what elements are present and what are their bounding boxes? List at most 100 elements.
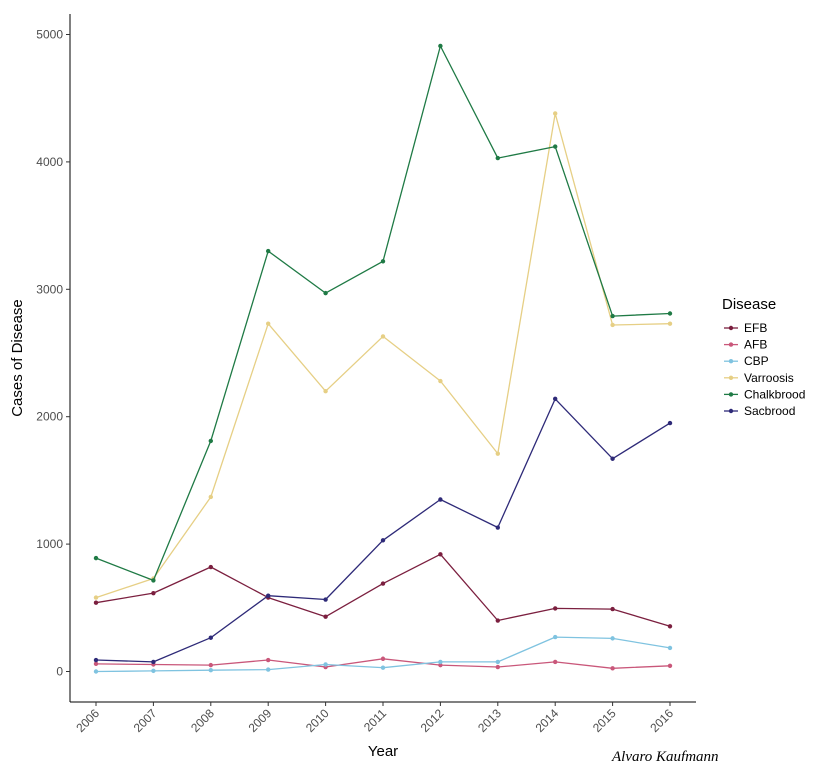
data-point-varroosis: [438, 378, 443, 384]
series-line-efb: [95, 553, 671, 627]
data-point-varroosis: [553, 111, 558, 116]
legend-label-afb: AFB: [744, 338, 767, 352]
data-point-efb: [323, 614, 328, 619]
x-tick-label: 2012: [418, 706, 447, 735]
data-point-varroosis: [323, 389, 328, 394]
data-point-sacbrood: [151, 659, 156, 665]
data-point-afb: [380, 656, 386, 661]
data-point-varroosis: [266, 321, 271, 326]
data-point-chalkbrood: [438, 43, 443, 49]
x-tick-label: 2015: [590, 706, 619, 735]
axes: [69, 14, 696, 703]
data-point-afb: [495, 664, 500, 670]
data-point-chalkbrood: [93, 555, 99, 561]
x-tick-label: 2009: [246, 706, 275, 735]
data-point-varroosis: [93, 595, 99, 600]
data-point-cbp: [667, 645, 673, 651]
x-tick-label: 2006: [73, 706, 102, 735]
data-point-varroosis: [610, 322, 615, 328]
data-point-chalkbrood: [610, 313, 615, 319]
x-tick-label: 2011: [361, 706, 389, 734]
data-point-sacbrood: [495, 525, 500, 530]
x-tick-label: 2016: [647, 706, 676, 735]
data-point-cbp: [323, 662, 328, 667]
legend-label-sacbrood: Sacbrood: [744, 404, 795, 418]
legend-key-point-afb: [728, 342, 734, 347]
data-point-afb: [553, 659, 558, 665]
x-tick-label: 2013: [475, 706, 504, 735]
data-point-chalkbrood: [151, 578, 156, 583]
legend-label-cbp: CBP: [744, 354, 769, 368]
data-point-chalkbrood: [380, 259, 386, 264]
legend-key-point-chalkbrood: [728, 392, 734, 397]
data-point-efb: [610, 606, 615, 612]
data-point-efb: [495, 618, 500, 623]
data-point-efb: [667, 624, 673, 629]
data-point-sacbrood: [610, 456, 615, 461]
data-point-cbp: [266, 667, 271, 672]
legend-label-varroosis: Varroosis: [744, 371, 794, 385]
data-point-chalkbrood: [553, 144, 558, 149]
y-tick-label: 5000: [36, 28, 63, 42]
y-tick-label: 3000: [36, 282, 63, 296]
x-tick-label: 2007: [131, 706, 160, 735]
y-tick-label: 0: [56, 665, 63, 679]
data-point-sacbrood: [380, 538, 386, 543]
data-point-chalkbrood: [266, 248, 271, 254]
data-point-efb: [438, 552, 443, 557]
data-point-sacbrood: [208, 635, 213, 640]
y-tick-label: 1000: [36, 537, 63, 551]
data-point-cbp: [380, 665, 386, 670]
data-point-afb: [208, 662, 213, 668]
data-point-afb: [610, 666, 615, 671]
data-point-cbp: [208, 668, 213, 673]
data-point-chalkbrood: [323, 290, 328, 296]
data-point-varroosis: [495, 451, 500, 456]
y-ticks: 0 1000 2000 3000 4000 5000: [36, 28, 70, 679]
legend-label-efb: EFB: [744, 321, 767, 335]
y-tick-label: 2000: [36, 410, 63, 424]
data-point-cbp: [553, 634, 558, 640]
data-point-varroosis: [380, 334, 386, 339]
data-point-sacbrood: [323, 597, 328, 602]
data-point-afb: [438, 662, 443, 668]
data-point-chalkbrood: [667, 311, 673, 316]
credit-annotation: Alvaro Kaufmann: [611, 749, 719, 761]
legend-key-point-varroosis: [728, 375, 734, 380]
data-point-afb: [93, 661, 99, 667]
x-ticks: 2006 2007 2008 2009 2010 2011 2012 2013 2014 2015…: [73, 702, 676, 735]
data-point-sacbrood: [266, 593, 271, 598]
data-point-afb: [667, 663, 673, 668]
series-line-varroosis: [95, 112, 671, 599]
data-point-cbp: [93, 669, 99, 674]
data-point-varroosis: [667, 321, 673, 326]
data-point-sacbrood: [553, 396, 558, 402]
data-point-varroosis: [208, 494, 213, 500]
x-tick-label: 2014: [533, 706, 562, 735]
data-point-cbp: [438, 659, 443, 665]
data-point-afb: [266, 657, 271, 663]
data-point-cbp: [610, 636, 615, 641]
data-point-sacbrood: [667, 420, 673, 426]
legend-title: Disease: [722, 296, 776, 313]
data-point-sacbrood: [93, 657, 99, 663]
legend-key-point-cbp: [728, 359, 734, 364]
series-line-chalkbrood: [95, 45, 671, 582]
y-axis-title: Cases of Disease: [9, 299, 26, 417]
data-point-chalkbrood: [495, 155, 500, 161]
series-line-sacbrood: [95, 398, 671, 663]
y-tick-label: 4000: [36, 155, 63, 169]
data-point-efb: [380, 581, 386, 586]
legend-key-point-sacbrood: [728, 408, 734, 414]
data-point-efb: [208, 564, 213, 570]
x-axis-title: Year: [368, 743, 398, 760]
legend-label-chalkbrood: Chalkbrood: [744, 387, 805, 401]
data-point-cbp: [495, 659, 500, 665]
data-point-chalkbrood: [208, 438, 213, 444]
legend-key-point-efb: [728, 325, 734, 331]
data-point-sacbrood: [438, 497, 443, 502]
series-layer: [93, 43, 673, 674]
data-point-cbp: [151, 668, 156, 674]
data-point-efb: [553, 606, 558, 611]
